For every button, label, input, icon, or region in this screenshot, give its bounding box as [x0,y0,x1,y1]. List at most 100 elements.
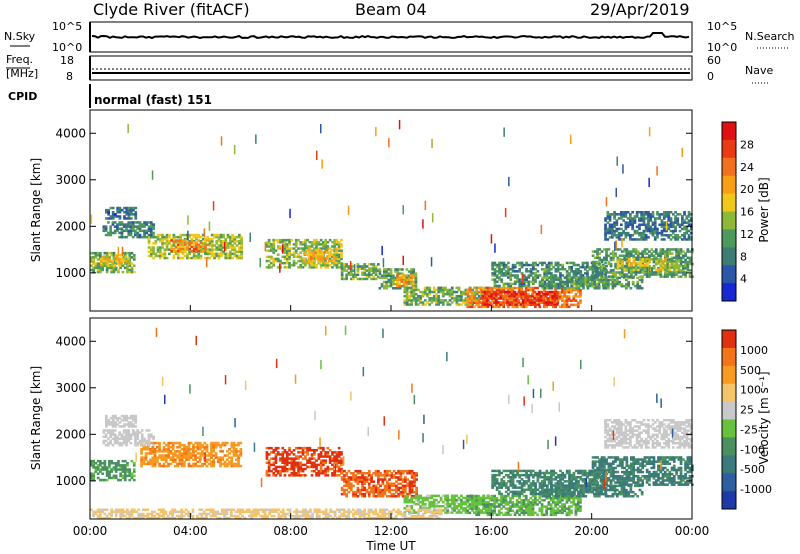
echo-cell [574,263,578,267]
echo-cell [398,120,401,130]
echo-cell [187,441,191,445]
echo-cell [134,416,138,420]
echo-cell [660,225,664,229]
echo-cell [140,437,144,441]
echo-cell [397,478,400,481]
echo-cell [108,470,111,473]
echo-cell [356,478,360,481]
echo-cell [460,502,463,506]
echo-cell [177,247,180,251]
echo-cell [682,271,685,274]
echo-cell [113,257,117,260]
echo-cell [205,464,209,468]
echo-cell [201,462,204,466]
echo-cell [276,253,280,256]
echo-cell [662,225,666,229]
echo-cell [290,253,294,256]
echo-cell [657,254,660,257]
echo-cell [565,288,569,292]
echo-cell [645,252,649,255]
echo-cell [192,462,195,466]
echo-cell [333,247,336,250]
echo-cell [156,235,160,239]
echo-cell [432,494,436,498]
echo-cell [233,252,237,256]
echo-cell [675,264,679,267]
echo-cell [497,288,501,292]
echo-cell [107,429,110,432]
echo-cell [479,288,483,292]
echo-cell [411,282,415,286]
echo-cell [162,464,166,468]
echo-cell [455,498,459,502]
echo-cell [491,268,494,271]
echo-cell [519,290,523,294]
echo-cell [586,272,589,275]
echo-cell [299,259,303,263]
echo-cell [292,453,296,456]
echo-cell [272,257,276,261]
echo-cell [335,238,339,242]
echo-cell [575,280,579,284]
echo-cell [602,280,606,284]
echo-cell [265,472,269,475]
echo-cell [274,469,278,473]
echo-cell [684,262,687,266]
echo-cell [324,453,327,456]
echo-cell [377,480,380,483]
echo-cell [612,275,615,278]
echo-cell [383,268,386,271]
echo-cell [386,482,389,485]
echo-cell [174,242,178,245]
echo-cell [574,270,578,273]
echo-cell [604,287,608,290]
echo-cell [109,231,112,235]
echo-cell [431,138,433,149]
echo-cell [134,414,138,418]
echo-cell [403,511,407,514]
echo-cell [113,225,117,228]
echo-cell [149,225,153,228]
echo-cell [343,267,346,270]
echo-cell [232,441,236,445]
echo-cell [134,217,138,220]
echo-cell [354,495,358,498]
echo-cell [313,457,316,460]
echo-cell [627,256,631,260]
echo-cell [629,223,632,226]
echo-cell [666,260,669,264]
echo-cell [153,454,157,457]
echo-cell [104,435,108,438]
echo-cell [161,254,164,258]
freq-unit-label: [MHz] [6,67,38,80]
echo-cell [195,247,198,251]
echo-cell [615,229,619,233]
echo-cell [414,288,418,292]
echo-cell [615,236,619,239]
echo-cell [620,227,623,231]
echo-cell [205,454,209,457]
echo-cell [457,294,461,298]
echo-cell [414,502,418,506]
echo-cell [408,498,411,502]
echo-cell [609,252,613,255]
echo-cell [265,457,269,460]
echo-cell [372,263,376,266]
echo-cell [226,244,230,247]
echo-cell [674,215,677,218]
echo-cell [210,233,214,237]
echo-cell [544,303,548,306]
echo-cell [399,490,403,494]
echo-cell [185,458,188,461]
echo-cell [118,211,122,214]
echo-cell [636,280,639,284]
echo-cell [237,464,240,468]
echo-cell [168,235,171,239]
echo-cell [233,145,236,155]
echo-cell [347,265,351,268]
echo-cell [619,264,622,267]
echo-cell [565,297,569,300]
echo-cell [190,256,194,260]
noise-left-tick-top: 10^5 [52,20,82,33]
echo-cell [323,261,327,264]
